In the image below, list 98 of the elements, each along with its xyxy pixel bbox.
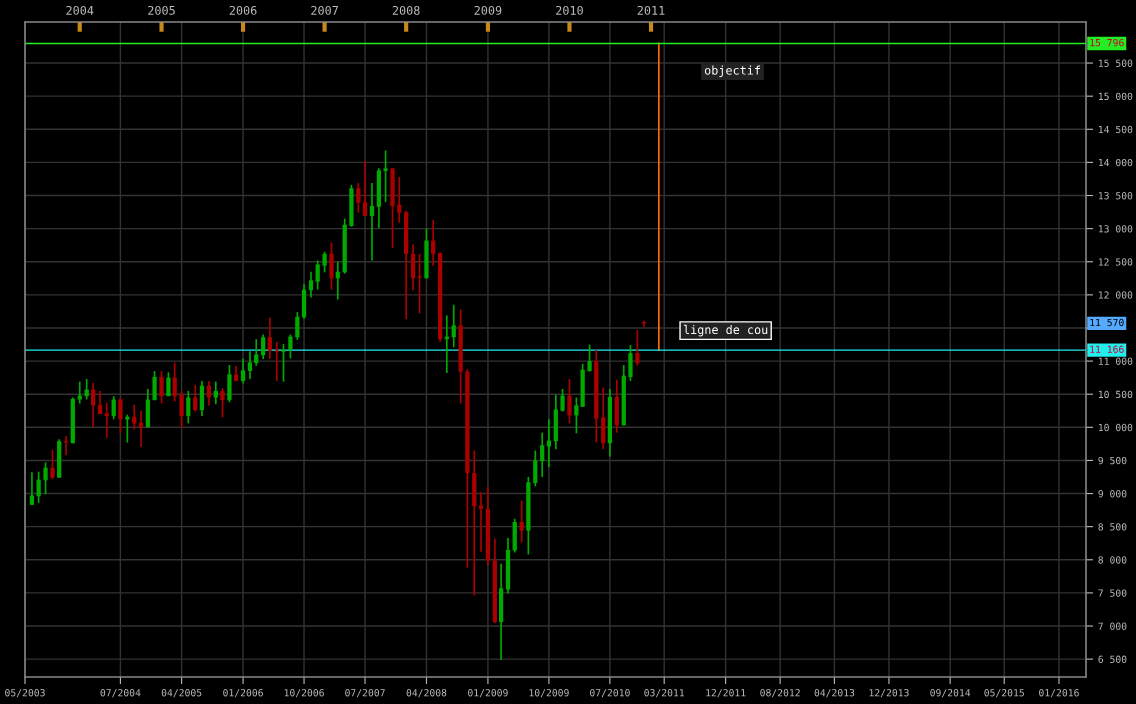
y-tick-label: 13 000 bbox=[1098, 225, 1133, 233]
candlestick bbox=[267, 316, 272, 360]
candlestick bbox=[322, 250, 327, 274]
candlestick bbox=[628, 344, 633, 382]
candlestick bbox=[186, 390, 191, 425]
candlestick bbox=[369, 182, 375, 262]
candlestick bbox=[111, 395, 116, 421]
x-tick-label: 01/2006 bbox=[223, 689, 263, 698]
candlestick bbox=[274, 341, 279, 382]
x-tick-label: 05/2003 bbox=[5, 689, 45, 698]
x2-tick-label: 2011 bbox=[637, 5, 665, 15]
candlestick bbox=[315, 259, 320, 291]
candlestick bbox=[281, 343, 286, 383]
y-tick-label: 8 000 bbox=[1098, 556, 1127, 564]
y-tick-label: 11 000 bbox=[1098, 357, 1133, 365]
candlestick bbox=[179, 390, 184, 429]
x-tick-label: 01/2016 bbox=[1039, 689, 1079, 698]
candlestick bbox=[567, 378, 572, 425]
y-tick-label: 6 500 bbox=[1098, 655, 1127, 663]
annotation: objectif bbox=[704, 65, 761, 77]
candlestick bbox=[288, 333, 293, 360]
candlestick bbox=[417, 252, 422, 315]
x-tick-label: 03/2011 bbox=[644, 689, 685, 698]
candlestick bbox=[519, 499, 524, 544]
candlestick bbox=[77, 380, 82, 405]
y-tick-label: 12 500 bbox=[1098, 258, 1133, 266]
y-tick-label: 10 000 bbox=[1098, 423, 1133, 432]
x-tick-label: 04/2008 bbox=[406, 689, 447, 698]
candlestick bbox=[152, 370, 157, 401]
annotation: ligne de cou bbox=[683, 324, 768, 337]
candlestick bbox=[104, 401, 109, 439]
x-tick-label: 10/2009 bbox=[529, 689, 569, 698]
x2-tick-label: 2009 bbox=[474, 5, 502, 15]
candlestick bbox=[295, 311, 300, 341]
candlestick bbox=[220, 387, 225, 419]
x-tick-label: 12/2011 bbox=[706, 689, 746, 698]
candlestick bbox=[29, 471, 35, 506]
ref-line-label: 15 796 bbox=[1090, 38, 1124, 47]
candlestick bbox=[451, 303, 456, 349]
y-tick-label: 10 500 bbox=[1098, 390, 1133, 399]
candlestick bbox=[206, 380, 211, 407]
x-tick-label: 12/2013 bbox=[869, 689, 909, 698]
candlestick bbox=[240, 357, 246, 385]
candlestick bbox=[50, 449, 55, 480]
candlestick bbox=[478, 491, 484, 553]
candlestick bbox=[574, 396, 579, 435]
candlestick bbox=[383, 149, 388, 203]
x-tick-label: 07/2004 bbox=[100, 689, 141, 698]
x-tick-label: 04/2005 bbox=[161, 689, 202, 698]
x2-tick-label: 2005 bbox=[148, 5, 175, 15]
candlestick bbox=[159, 370, 164, 405]
candlestick bbox=[118, 397, 123, 435]
x2-tick-label: 2007 bbox=[311, 5, 338, 15]
candlestick bbox=[546, 418, 552, 468]
candlestick bbox=[91, 382, 96, 429]
y-tick-label: 14 500 bbox=[1098, 125, 1133, 134]
candlestick bbox=[431, 219, 436, 267]
x-tick-label: 09/2014 bbox=[930, 689, 971, 698]
candlestick bbox=[540, 431, 545, 478]
x2-tick-label: 2006 bbox=[229, 5, 257, 15]
candlestick bbox=[213, 380, 218, 405]
candlestick bbox=[362, 160, 368, 217]
candlestick bbox=[193, 384, 198, 413]
x-tick-label: 05/2015 bbox=[984, 689, 1024, 698]
x-tick-label: 07/2010 bbox=[590, 689, 630, 698]
text: 11 570 bbox=[1090, 318, 1124, 327]
candlestick bbox=[36, 470, 41, 504]
ref-line-label: 11 166 bbox=[1090, 345, 1124, 353]
x-tick-label: 04/2013 bbox=[814, 689, 855, 698]
y-tick-label: 15 000 bbox=[1098, 92, 1133, 101]
candlestick bbox=[533, 449, 538, 488]
x-tick-label: 07/2007 bbox=[345, 689, 385, 698]
candlestick bbox=[635, 329, 640, 367]
candlestick bbox=[43, 461, 48, 496]
candlestick bbox=[397, 176, 402, 224]
candlestick bbox=[247, 350, 253, 380]
x2-tick-label: 2010 bbox=[556, 5, 583, 15]
candlestick bbox=[254, 338, 259, 367]
candlestick bbox=[261, 333, 266, 360]
candlestick bbox=[172, 361, 177, 403]
y-tick-label: 8 500 bbox=[1098, 523, 1127, 531]
candlestick bbox=[356, 182, 361, 214]
x2-tick-label: 2008 bbox=[392, 5, 420, 15]
y-tick-label: 12 000 bbox=[1098, 291, 1133, 299]
x-tick-label: 01/2009 bbox=[468, 689, 508, 698]
y-tick-label: 14 000 bbox=[1098, 158, 1133, 167]
candlestick bbox=[587, 343, 592, 373]
y-tick-label: 13 500 bbox=[1098, 192, 1133, 200]
y-tick-label: 7 000 bbox=[1098, 622, 1127, 630]
x2-tick-label: 2004 bbox=[66, 5, 94, 15]
x-tick-label: 08/2012 bbox=[760, 689, 800, 698]
y-tick-label: 9 000 bbox=[1098, 490, 1127, 498]
y-tick-label: 7 500 bbox=[1098, 589, 1127, 597]
candlestick bbox=[308, 270, 314, 299]
x-tick-label: 10/2006 bbox=[284, 689, 324, 698]
y-tick-label: 9 500 bbox=[1098, 456, 1127, 465]
candlestick bbox=[63, 435, 69, 456]
y-tick-label: 15 500 bbox=[1098, 59, 1133, 67]
